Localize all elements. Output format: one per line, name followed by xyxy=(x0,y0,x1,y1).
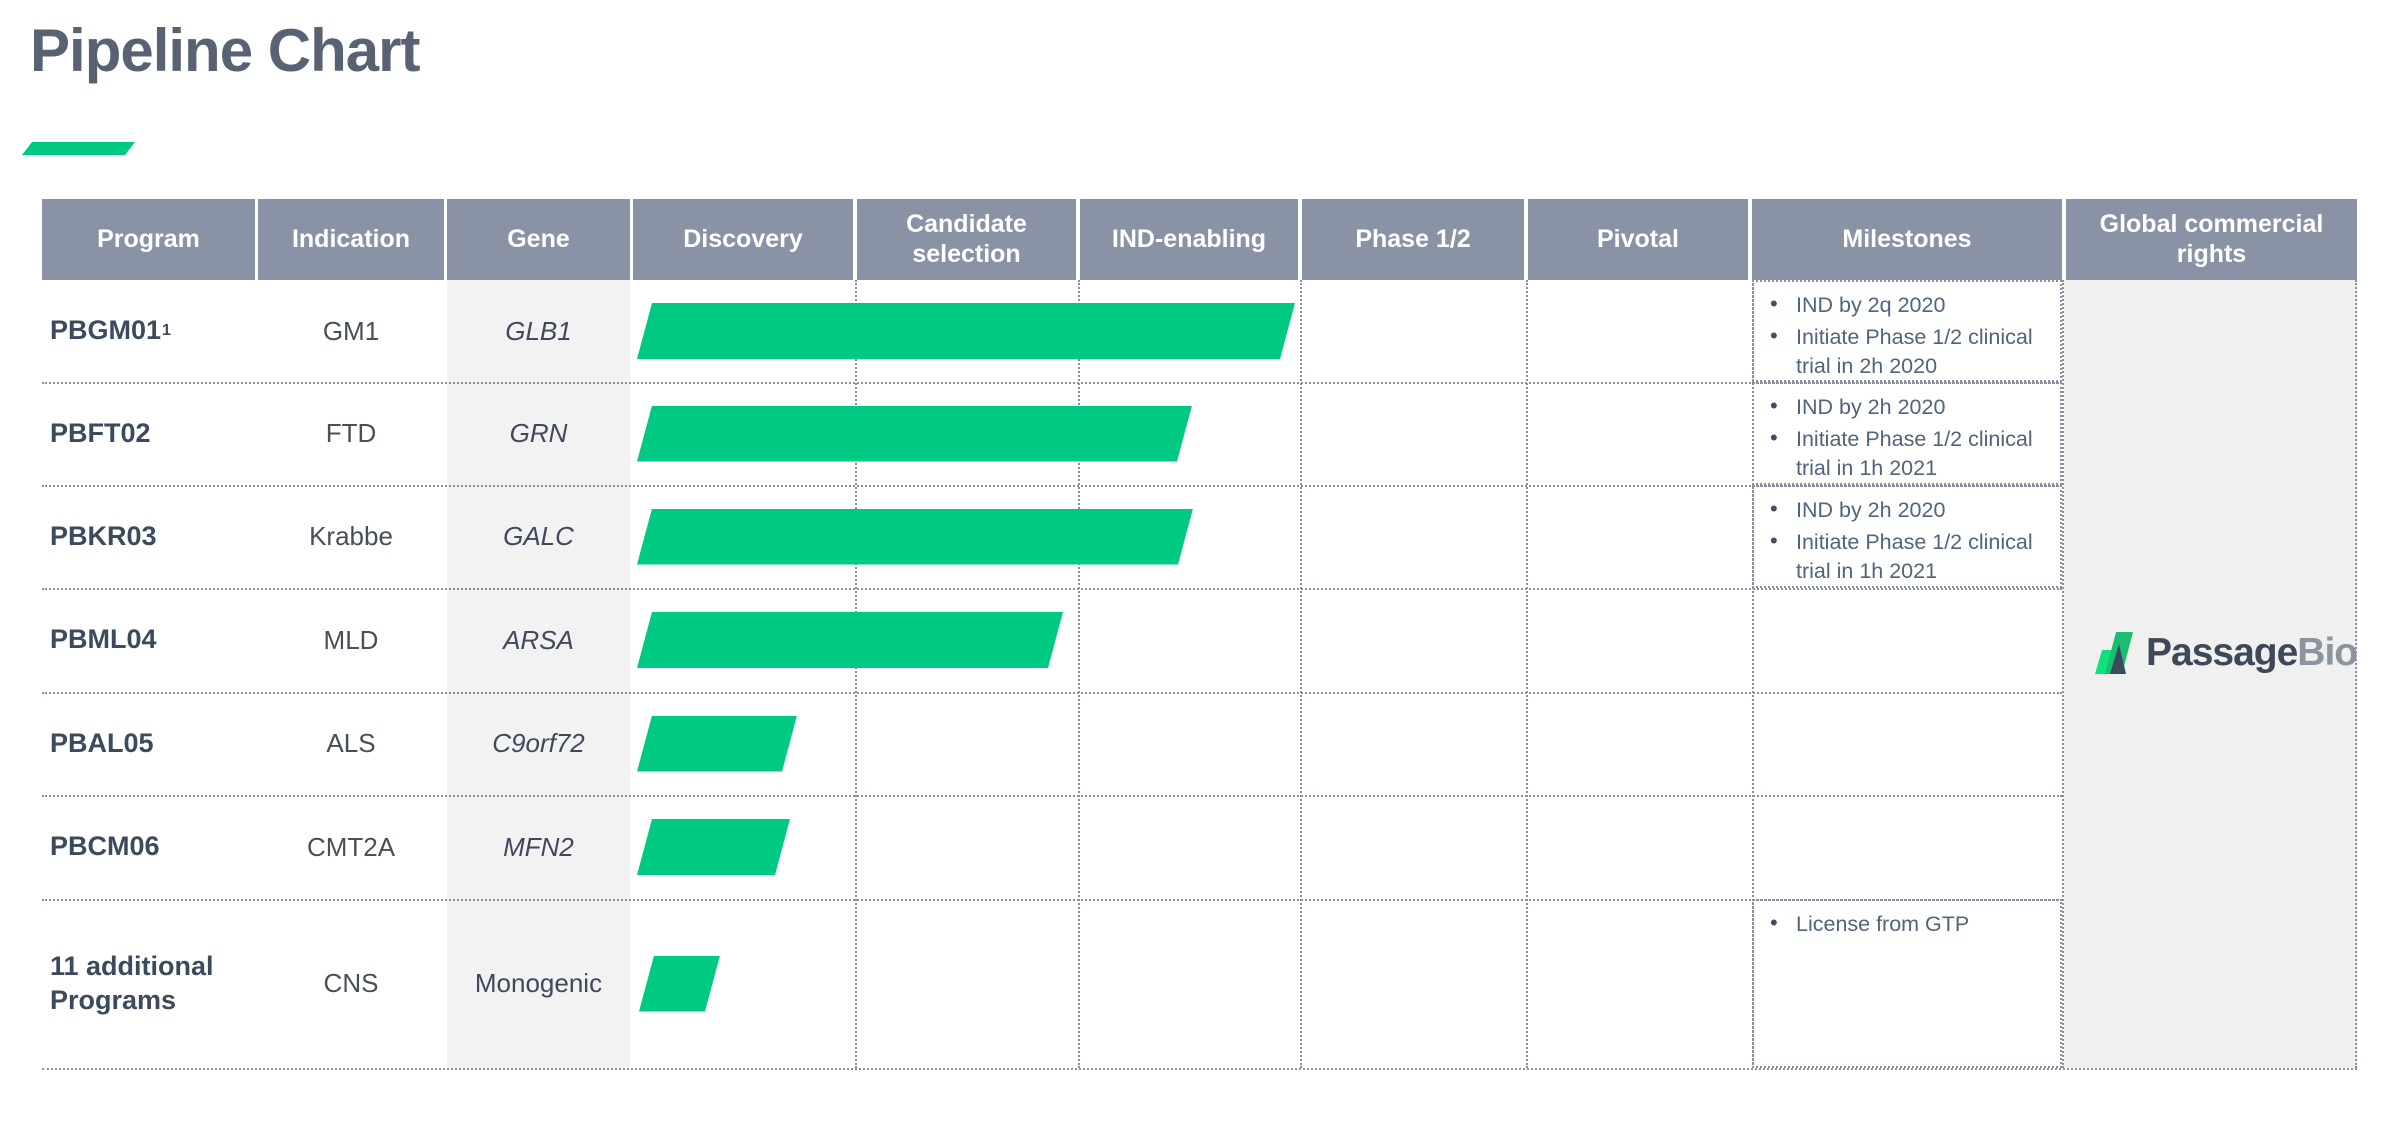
milestone-item: Initiate Phase 1/2 clinical trial in 1h … xyxy=(1754,421,2060,482)
program-name-text: PBKR03 xyxy=(50,520,157,551)
gene-column-band xyxy=(447,280,630,1068)
program-footnote-marker: 1 xyxy=(162,322,171,339)
indication-value: CMT2A xyxy=(306,831,396,862)
column-divider-line xyxy=(2355,280,2357,1068)
program-name: PBFT02 xyxy=(42,382,255,485)
gene-value: GLB1 xyxy=(505,315,572,346)
column-header-candidate-selection: Candidate selection xyxy=(857,199,1076,280)
gene-value: GALC xyxy=(503,521,574,551)
program-name: 11 additional Programs xyxy=(42,899,255,1068)
program-name-text: PBCM06 xyxy=(50,831,160,862)
program-name: PBKR03 xyxy=(42,485,255,588)
gene-value: MFN2 xyxy=(503,831,574,862)
milestone-item: Initiate Phase 1/2 clinical trial in 1h … xyxy=(1754,524,2060,585)
passagebio-logo-text: PassageBio xyxy=(2146,631,2358,675)
stage-progress-bar xyxy=(637,612,1063,668)
column-header-global-commercial-rights: Global commercial rights xyxy=(2066,199,2357,280)
milestone-item: IND by 2h 2020 xyxy=(1754,492,2060,524)
program-name-text: 11 additional Programs xyxy=(50,950,214,1015)
milestones-cell: IND by 2h 2020Initiate Phase 1/2 clinica… xyxy=(1752,485,2062,588)
program-name-text: PBGM01 xyxy=(50,315,162,346)
column-header-indication: Indication xyxy=(258,199,444,280)
title-underline-accent xyxy=(22,142,135,155)
indication-value: CNS xyxy=(323,968,379,998)
column-header-ind-enabling: IND-enabling xyxy=(1080,199,1298,280)
row-divider-line xyxy=(42,795,2062,797)
indication-value: FTD xyxy=(325,418,377,448)
milestones-cell: License from GTP xyxy=(1752,899,2062,1068)
gene-value: C9orf72 xyxy=(492,728,585,758)
stage-progress-bar xyxy=(637,716,797,772)
row-divider-line xyxy=(42,899,2062,901)
indication-value: ALS xyxy=(326,728,376,758)
milestone-item: IND by 2h 2020 xyxy=(1754,389,2060,421)
column-header-phase-1-2: Phase 1/2 xyxy=(1302,199,1524,280)
row-divider-line xyxy=(42,485,2062,487)
milestone-item: License from GTP xyxy=(1754,906,2060,938)
program-name: PBCM06 xyxy=(42,795,255,899)
column-divider-line xyxy=(1526,280,1528,1068)
program-name: PBML04 xyxy=(42,588,255,692)
row-divider-line xyxy=(42,588,2062,590)
milestones-cell: IND by 2h 2020Initiate Phase 1/2 clinica… xyxy=(1752,382,2062,485)
program-name: PBGM01 1 xyxy=(42,280,255,382)
indication-value: GM1 xyxy=(322,315,380,346)
stage-progress-bar xyxy=(637,406,1192,462)
program-name-text: PBML04 xyxy=(50,624,157,655)
pipeline-table: PassageBio Program Indication Gene Discover… xyxy=(42,199,2358,1070)
milestones-cell: IND by 2q 2020Initiate Phase 1/2 clinica… xyxy=(1752,280,2062,382)
column-divider-line xyxy=(1300,280,1302,1068)
column-divider-line xyxy=(1752,280,1754,1068)
column-divider-line xyxy=(2062,280,2064,1068)
stage-progress-bar xyxy=(637,819,790,875)
program-name-text: PBFT02 xyxy=(50,417,151,448)
logo-text-bio: Bio xyxy=(2297,631,2358,674)
stage-progress-bar xyxy=(637,509,1193,565)
indication-value: Krabbe xyxy=(309,521,393,551)
column-divider-line xyxy=(1078,280,1080,1068)
stage-progress-bar xyxy=(639,956,720,1012)
indication-value: MLD xyxy=(323,624,379,655)
program-name: PBAL05 xyxy=(42,692,255,795)
column-header-gene: Gene xyxy=(447,199,630,280)
passagebio-logo: PassageBio xyxy=(2088,630,2358,676)
column-divider-line xyxy=(855,280,857,1068)
column-header-program: Program xyxy=(42,199,255,280)
column-header-milestones: Milestones xyxy=(1752,199,2062,280)
page-title: Pipeline Chart xyxy=(30,17,420,84)
row-divider-line xyxy=(42,692,2062,694)
column-header-pivotal: Pivotal xyxy=(1528,199,1748,280)
gene-value: ARSA xyxy=(503,624,574,655)
milestone-item: IND by 2q 2020 xyxy=(1754,287,2060,319)
gene-value: Monogenic xyxy=(474,968,603,998)
gene-value: GRN xyxy=(509,418,568,448)
column-header-discovery: Discovery xyxy=(633,199,853,280)
passagebio-logo-icon xyxy=(2095,632,2133,674)
stage-progress-bar xyxy=(637,303,1295,359)
milestone-item: Initiate Phase 1/2 clinical trial in 2h … xyxy=(1754,319,2060,380)
logo-text-passage: Passage xyxy=(2146,631,2298,674)
table-bottom-edge-line xyxy=(42,1068,2357,1070)
row-divider-line xyxy=(42,382,2062,384)
program-name-text: PBAL05 xyxy=(50,727,154,758)
